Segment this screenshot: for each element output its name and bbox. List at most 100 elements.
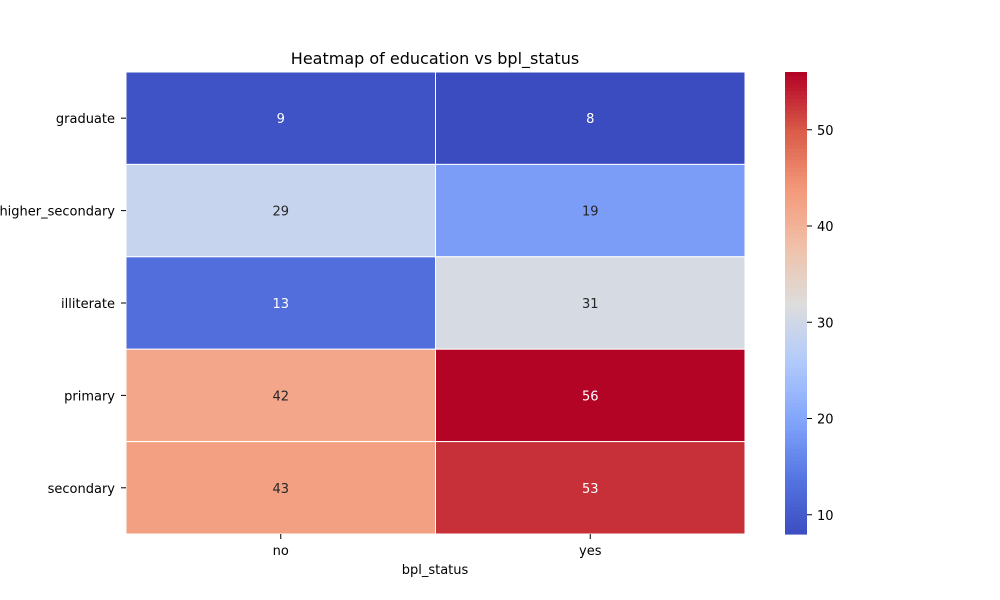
colorbar-strip [785, 191, 807, 196]
colorbar-strip [785, 268, 807, 273]
colorbar-strip [785, 91, 807, 96]
colorbar-strip [785, 245, 807, 250]
colorbar-tick-label: 40 [817, 220, 834, 235]
colorbar-strip [785, 141, 807, 146]
heatmap-cell [435, 163, 746, 258]
colorbar-strip [785, 503, 807, 508]
colorbar-strip [785, 164, 807, 169]
colorbar-strip [785, 526, 807, 531]
colorbar-strip [785, 426, 807, 431]
cell-value-label: 19 [582, 205, 599, 220]
colorbar-strip [785, 283, 807, 289]
colorbar-strip [785, 468, 807, 473]
colorbar-strip [785, 457, 807, 462]
colorbar-strip [785, 199, 807, 204]
cell-value-label: 56 [582, 389, 599, 404]
colorbar-strip [785, 345, 807, 350]
colorbar-strip [785, 291, 807, 296]
colorbar-strip [785, 495, 807, 500]
colorbar-strip [785, 356, 807, 362]
colorbar-strip [785, 260, 807, 266]
cell-value-label: 8 [586, 112, 594, 127]
colorbar-strip [785, 125, 807, 131]
colorbar-strip [785, 264, 807, 269]
colorbar-tick-label: 20 [817, 413, 834, 428]
colorbar-strip [785, 279, 807, 285]
y-axis: graduate higher_secondary illiterate primar… [0, 112, 126, 497]
colorbar-strip [785, 418, 807, 423]
cell-value-label: 9 [277, 112, 285, 127]
colorbar-strip [785, 530, 807, 535]
colorbar-strip [785, 514, 807, 520]
colorbar-strip [785, 237, 807, 242]
colorbar-strip [785, 410, 807, 416]
colorbar-strip [785, 152, 807, 158]
colorbar-strip [785, 137, 807, 142]
colorbar-strip [785, 222, 807, 227]
x-tick-label: no [273, 544, 289, 559]
colorbar-strip [785, 249, 807, 254]
colorbar-strip [785, 306, 807, 312]
colorbar-strip [785, 95, 807, 100]
colorbar-strip [785, 387, 807, 393]
colorbar-strip [785, 149, 807, 154]
colorbar-strip [785, 318, 807, 323]
colorbar-strip [785, 337, 807, 343]
colorbar-strip [785, 518, 807, 524]
colorbar-strip [785, 83, 807, 88]
heatmap-cell [435, 71, 746, 165]
colorbar-strip [785, 187, 807, 192]
colorbar-strip [785, 310, 807, 316]
colorbar-strip [785, 349, 807, 354]
colorbar-tick-label: 30 [817, 316, 834, 331]
colorbar-strip [785, 380, 807, 385]
y-tick-label: secondary [48, 482, 116, 497]
colorbar-strip [785, 156, 807, 162]
colorbar-strip [785, 395, 807, 400]
colorbar-strip [785, 87, 807, 92]
colorbar-strip [785, 299, 807, 304]
colorbar-strip [785, 233, 807, 239]
colorbar-strip [785, 172, 807, 177]
colorbar-strip [785, 414, 807, 420]
colorbar-strip [785, 510, 807, 516]
colorbar-tick-label: 50 [817, 124, 834, 139]
colorbar-strip [785, 383, 807, 389]
colorbar-tick-label: 10 [817, 509, 834, 524]
y-tick-label: primary [64, 389, 115, 404]
colorbar-strip [785, 491, 807, 497]
y-tick-label: illiterate [61, 297, 115, 312]
colorbar-strip [785, 322, 807, 327]
colorbar-strip [785, 453, 807, 458]
colorbar-strip [785, 272, 807, 277]
colorbar-strip [785, 314, 807, 319]
colorbar-strip [785, 276, 807, 281]
colorbar-strip [785, 202, 807, 208]
colorbar-strip [785, 114, 807, 119]
colorbar-strip [785, 507, 807, 512]
colorbar-strip [785, 118, 807, 123]
colorbar-strip [785, 403, 807, 408]
cell-value-label: 42 [272, 389, 289, 404]
colorbar-strip [785, 445, 807, 450]
heatmap-cell [435, 256, 746, 350]
colorbar-strip [785, 476, 807, 481]
x-axis: no yes [273, 534, 602, 559]
heatmap-cells: 9 8 29 19 13 31 42 56 43 53 [125, 71, 746, 535]
heatmap-cell [125, 163, 436, 258]
colorbar-strip [785, 168, 807, 173]
colorbar-strip [785, 102, 807, 108]
colorbar-strip [785, 368, 807, 373]
cell-value-label: 13 [272, 297, 289, 312]
colorbar-strip [785, 129, 807, 135]
colorbar-strip [785, 175, 807, 181]
cell-value-label: 53 [582, 482, 599, 497]
colorbar-strip [785, 372, 807, 377]
heatmap-cell [435, 348, 746, 443]
heatmap-cell [125, 71, 436, 165]
chart-title: Heatmap of education vs bpl_status [291, 49, 579, 69]
colorbar-strip [785, 460, 807, 466]
y-tick-label: higher_secondary [0, 205, 115, 220]
colorbar-strip [785, 210, 807, 216]
colorbar-strip [785, 252, 807, 258]
